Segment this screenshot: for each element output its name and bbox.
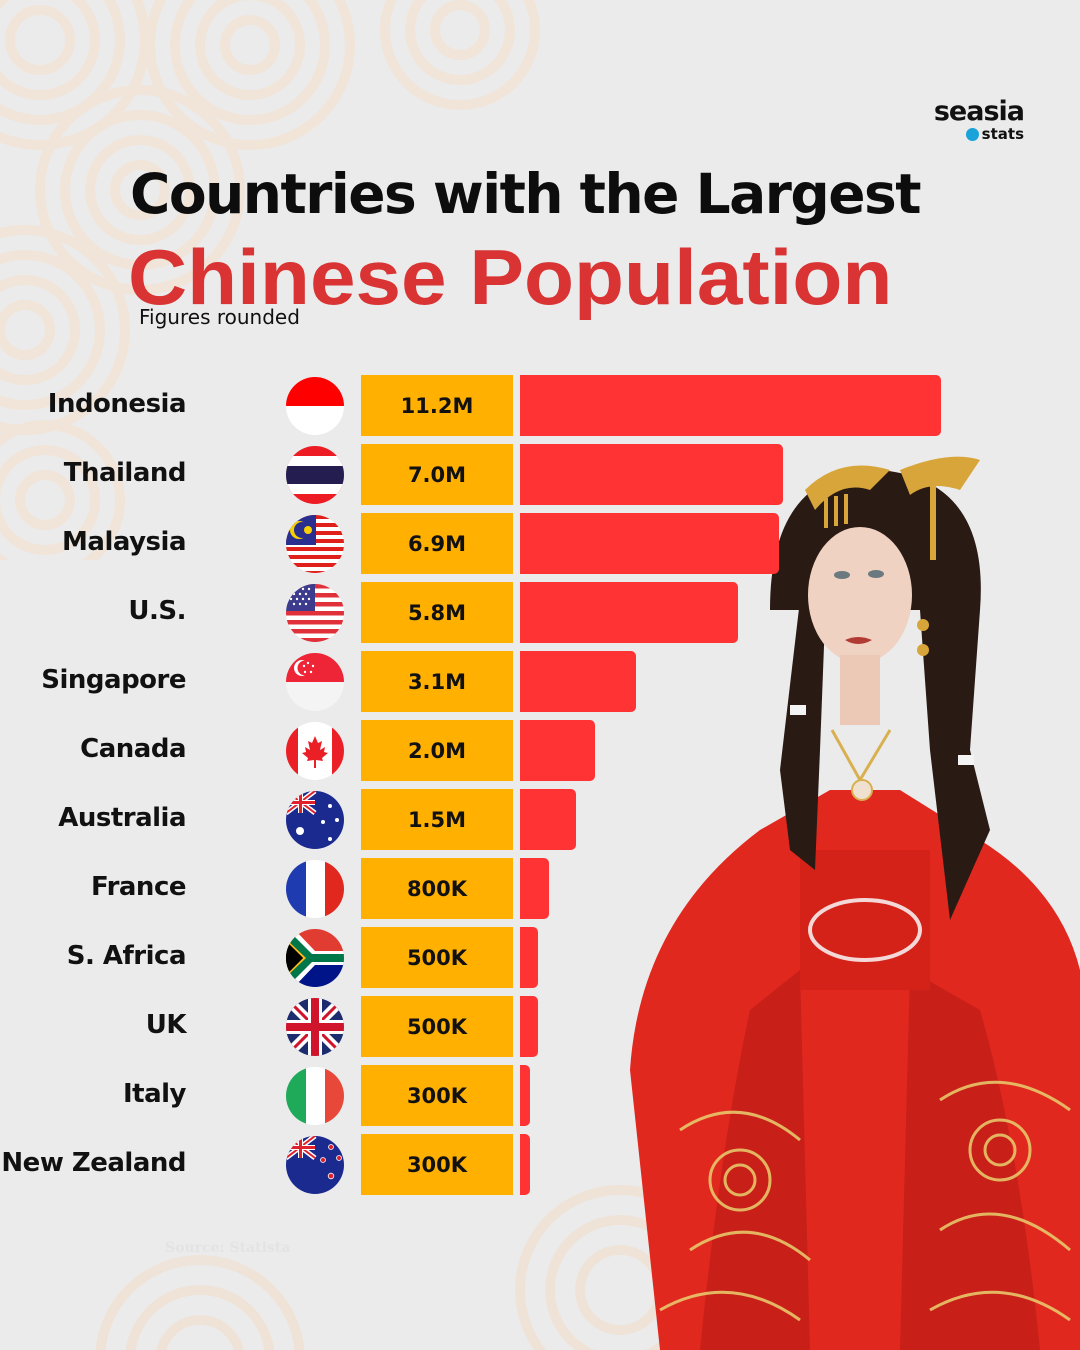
- chart-row-italy: Italy 300K: [0, 1065, 1000, 1127]
- country-label: Singapore: [41, 665, 186, 695]
- singapore-flag-icon: [286, 653, 344, 711]
- bar: [520, 375, 941, 436]
- globe-icon: [965, 127, 979, 141]
- country-label: Thailand: [63, 458, 187, 488]
- bar: [520, 858, 549, 919]
- bar: [520, 996, 538, 1057]
- chart-row-malaysia: Malaysia 6.9M: [0, 513, 1000, 575]
- woman-in-hanfu-photo: [630, 456, 1080, 1350]
- page-title-line1: Countries with the Largest: [130, 162, 922, 226]
- value-label: 6.9M: [361, 513, 513, 574]
- country-label: New Zealand: [1, 1148, 186, 1178]
- france-flag-icon: [286, 860, 344, 918]
- value-label: 800K: [361, 858, 513, 919]
- bar: [520, 927, 538, 988]
- chart-row-singapore: Singapore 3.1M: [0, 651, 1000, 713]
- value-label: 7.0M: [361, 444, 513, 505]
- uk-flag-icon: [286, 998, 344, 1056]
- country-label: UK: [145, 1010, 187, 1040]
- south-africa-flag-icon: [286, 929, 344, 987]
- australia-flag-icon: [286, 791, 344, 849]
- value-label: 3.1M: [361, 651, 513, 712]
- value-label: 500K: [361, 927, 513, 988]
- chart-row-uk: UK 500K: [0, 996, 1000, 1058]
- bar: [520, 789, 576, 850]
- chart-row-canada: Canada 2.0M: [0, 720, 1000, 782]
- chart-row-thailand: Thailand 7.0M: [0, 444, 1000, 506]
- value-label: 1.5M: [361, 789, 513, 850]
- country-label: Italy: [122, 1079, 187, 1109]
- italy-flag-icon: [286, 1067, 344, 1125]
- chart-row-us: U.S. 5.8M: [0, 582, 1000, 644]
- bar: [520, 1065, 530, 1126]
- source-note: Source: Statista: [165, 1240, 291, 1256]
- canada-flag-icon: [286, 722, 344, 780]
- value-label: 300K: [361, 1065, 513, 1126]
- value-label: 11.2M: [361, 375, 513, 436]
- page-title-line2: Chinese Population: [128, 233, 893, 321]
- bar: [520, 1134, 530, 1195]
- page-subtitle: Figures rounded: [139, 305, 300, 329]
- chart-row-south-africa: S. Africa 500K: [0, 927, 1000, 989]
- country-label: France: [90, 872, 187, 902]
- logo-wordmark: seasia: [933, 96, 1025, 127]
- country-label: U.S.: [128, 596, 186, 626]
- bar: [520, 720, 595, 781]
- thailand-flag-icon: [286, 446, 344, 504]
- country-label: Australia: [58, 803, 186, 833]
- country-label: Indonesia: [47, 389, 187, 419]
- chart-row-new-zealand: New Zealand 300K: [0, 1134, 1000, 1196]
- bar: [520, 651, 636, 712]
- logo-sub-text: stats: [981, 125, 1024, 143]
- chart-row-france: France 800K: [0, 858, 1000, 920]
- bar: [520, 582, 738, 643]
- value-label: 2.0M: [361, 720, 513, 781]
- usa-flag-icon: [286, 584, 344, 642]
- chart-row-australia: Australia 1.5M: [0, 789, 1000, 851]
- value-label: 300K: [361, 1134, 513, 1195]
- country-label: Canada: [80, 734, 186, 764]
- bar: [520, 444, 783, 505]
- new-zealand-flag-icon: [286, 1136, 344, 1194]
- chart-row-indonesia: Indonesia 11.2M: [0, 375, 1000, 437]
- indonesia-flag-icon: [286, 377, 344, 435]
- country-label: Malaysia: [62, 527, 186, 557]
- value-label: 500K: [361, 996, 513, 1057]
- value-label: 5.8M: [361, 582, 513, 643]
- bar: [520, 513, 779, 574]
- country-label: S. Africa: [66, 941, 187, 971]
- logo-sub: stats: [934, 126, 1024, 142]
- seasia-stats-logo: seasia stats: [933, 96, 1025, 143]
- malaysia-flag-icon: [286, 515, 344, 573]
